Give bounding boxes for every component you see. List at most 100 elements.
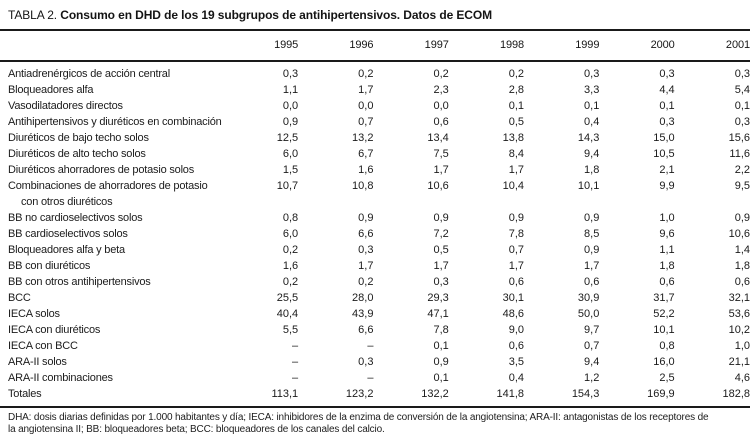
cell-value: 0,5: [508, 116, 525, 128]
cell-value: 40,4: [276, 308, 299, 320]
footnote-line: la angiotensina II; BB: bloqueadores bet…: [8, 423, 385, 435]
year-column-header: 1998: [448, 30, 524, 62]
cell-value: 10,2: [728, 324, 750, 336]
cell-value: –: [292, 340, 299, 352]
row-label: IECA con BCC: [8, 340, 78, 352]
row-label: Totales: [8, 388, 42, 400]
cell-value: 0,7: [584, 340, 600, 352]
row-label: Diuréticos de bajo techo solos: [8, 132, 149, 144]
cell-value: 154,3: [571, 388, 600, 400]
cell-value: 141,8: [496, 388, 525, 400]
cell-value: 9,4: [584, 356, 600, 368]
cell-value: 0,2: [282, 276, 299, 288]
cell-value: 0,6: [734, 276, 750, 288]
row-label: BB cardioselectivos solos: [8, 228, 128, 240]
cell-value: 1,6: [358, 164, 374, 176]
cell-value: 9,4: [584, 148, 600, 160]
header-spacer: [0, 30, 223, 62]
table-row: ARA-II combinaciones – – 0,1 0,4 1,2 2,5 4,6: [0, 370, 750, 386]
year-column-header: 2000: [599, 30, 675, 62]
cell-value: 0,3: [282, 68, 299, 80]
cell-value: 10,7: [276, 180, 299, 192]
row-label: BCC: [8, 292, 31, 304]
cell-value: 50,0: [577, 308, 600, 320]
cell-value: 1,2: [584, 372, 600, 384]
cell-value: 10,6: [427, 180, 449, 192]
cell-value: 8,4: [508, 148, 525, 160]
cell-value: 0,6: [508, 276, 525, 288]
cell-value: 0,1: [734, 100, 750, 112]
cell-value: 7,5: [433, 148, 449, 160]
cell-value: 12,5: [276, 132, 299, 144]
cell-value: 13,8: [502, 132, 525, 144]
cell-value: 21,1: [728, 356, 750, 368]
cell-value: 123,2: [345, 388, 374, 400]
cell-value: 0,2: [508, 68, 525, 80]
cell-value: 1,6: [282, 260, 299, 272]
cell-value: 2,2: [734, 164, 750, 176]
cell-value: 0,7: [508, 244, 525, 256]
cell-value: 10,1: [653, 324, 675, 336]
cell-value: 4,4: [659, 84, 675, 96]
cell-value: 0,3: [358, 356, 374, 368]
row-label: Vasodilatadores directos: [8, 100, 123, 112]
cell-value: 9,5: [734, 180, 750, 192]
cell-value: 3,3: [584, 84, 600, 96]
table-number: TABLA 2.: [8, 8, 58, 22]
table-row: BB cardioselectivos solos 6,0 6,6 7,2 7,8 8,5…: [0, 226, 750, 242]
cell-value: 0,1: [433, 372, 449, 384]
row-label: BB con diuréticos: [8, 260, 91, 272]
cell-value: 0,9: [282, 116, 299, 128]
cell-value: 10,6: [728, 228, 750, 240]
table-row: IECA con diuréticos 5,5 6,6 7,8 9,0 9,7 10,1 10…: [0, 322, 750, 338]
cell-value: 1,0: [734, 340, 750, 352]
row-label: Diuréticos ahorradores de potasio solos: [8, 164, 195, 176]
cell-value: 16,0: [653, 356, 675, 368]
cell-value: 0,3: [358, 244, 374, 256]
cell-value: 7,8: [433, 324, 449, 336]
cell-value: –: [367, 372, 374, 384]
cell-value: 0,9: [734, 212, 750, 224]
table-row: BB con diuréticos 1,6 1,7 1,7 1,7 1,7 1,8 1,8: [0, 258, 750, 274]
row-label: Antiadrenérgicos de acción central: [8, 68, 170, 80]
cell-value: 0,2: [433, 68, 449, 80]
cell-value: 0,9: [433, 212, 449, 224]
row-label: IECA solos: [8, 308, 60, 320]
cell-value: 9,0: [508, 324, 525, 336]
row-label: BB no cardioselectivos solos: [8, 212, 143, 224]
table-row: Totales 113,1 123,2 132,2 141,8 154,3 169,9 182…: [0, 386, 750, 407]
cell-value: 0,9: [358, 212, 374, 224]
cell-value: 0,1: [659, 100, 675, 112]
cell-value: 2,1: [659, 164, 675, 176]
row-label: Bloqueadores alfa y beta: [8, 244, 125, 256]
cell-value: 0,3: [659, 68, 675, 80]
table-row: Vasodilatadores directos 0,0 0,0 0,0 0,1 0,1 0…: [0, 98, 750, 114]
cell-value: 9,7: [584, 324, 600, 336]
year-column-header: 1995: [222, 30, 298, 62]
cell-value: 113,1: [271, 388, 299, 400]
cell-value: 0,0: [433, 100, 449, 112]
cell-value: 0,3: [584, 68, 600, 80]
cell-value: 1,7: [358, 84, 374, 96]
cell-value: 32,1: [728, 292, 750, 304]
cell-value: 25,5: [276, 292, 299, 304]
table-row: Combinaciones de ahorradores de potasio c…: [0, 178, 750, 210]
row-label: ARA-II combinaciones: [8, 372, 113, 384]
cell-value: 1,7: [358, 260, 374, 272]
table-row: IECA solos 40,4 43,9 47,1 48,6 50,0 52,2 53,6: [0, 306, 750, 322]
table-row: Diuréticos de alto techo solos 6,0 6,7 7,5 8…: [0, 146, 750, 162]
table-body: Antiadrenérgicos de acción central 0,3 0,2…: [0, 61, 750, 407]
cell-value: 30,9: [577, 292, 600, 304]
cell-value: 31,7: [653, 292, 675, 304]
cell-value: 0,9: [584, 212, 600, 224]
table-row: Bloqueadores alfa y beta 0,2 0,3 0,5 0,7 0,9 1…: [0, 242, 750, 258]
cell-value: 10,8: [352, 180, 374, 192]
cell-value: 28,0: [352, 292, 374, 304]
row-label: Bloqueadores alfa: [8, 84, 94, 96]
cell-value: 0,3: [734, 116, 750, 128]
cell-value: 53,6: [728, 308, 750, 320]
cell-value: 6,6: [358, 228, 374, 240]
cell-value: 132,2: [421, 388, 449, 400]
cell-value: 2,3: [433, 84, 449, 96]
cell-value: 0,6: [584, 276, 600, 288]
